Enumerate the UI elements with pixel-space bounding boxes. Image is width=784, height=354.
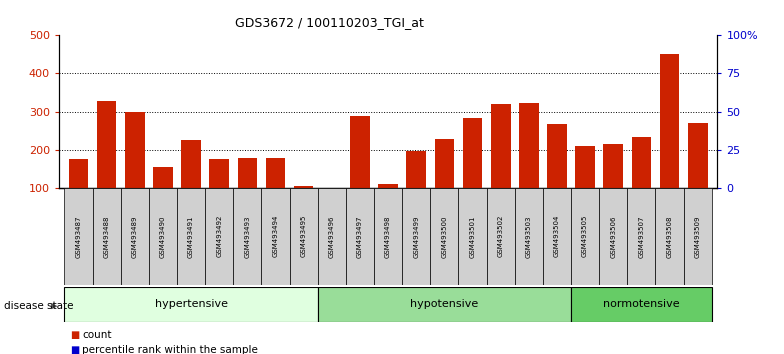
Text: GSM493506: GSM493506	[610, 215, 616, 258]
Bar	[181, 140, 201, 188]
Text: GSM493490: GSM493490	[160, 215, 166, 258]
FancyBboxPatch shape	[93, 188, 121, 285]
Bar	[238, 158, 257, 188]
FancyBboxPatch shape	[289, 188, 318, 285]
Bar	[434, 139, 454, 188]
FancyBboxPatch shape	[684, 188, 712, 285]
Text: GSM493501: GSM493501	[470, 215, 476, 258]
FancyBboxPatch shape	[599, 188, 627, 285]
Bar	[209, 159, 229, 188]
FancyBboxPatch shape	[234, 188, 261, 285]
Text: disease state: disease state	[4, 301, 74, 311]
FancyBboxPatch shape	[571, 188, 599, 285]
Text: GSM493497: GSM493497	[357, 215, 363, 258]
FancyBboxPatch shape	[487, 188, 515, 285]
Text: normotensive: normotensive	[603, 299, 680, 309]
FancyBboxPatch shape	[318, 287, 571, 322]
Bar	[125, 112, 144, 188]
Text: GDS3672 / 100110203_TGI_at: GDS3672 / 100110203_TGI_at	[235, 16, 424, 29]
Bar	[659, 55, 680, 188]
FancyBboxPatch shape	[205, 188, 234, 285]
Bar	[378, 184, 398, 188]
Text: GSM493503: GSM493503	[526, 215, 532, 258]
Text: GSM493488: GSM493488	[103, 215, 110, 258]
Text: GSM493489: GSM493489	[132, 215, 138, 258]
Bar	[294, 186, 314, 188]
Bar	[632, 137, 652, 188]
Bar	[575, 146, 595, 188]
FancyBboxPatch shape	[177, 188, 205, 285]
FancyBboxPatch shape	[261, 188, 289, 285]
FancyBboxPatch shape	[627, 188, 655, 285]
Text: GSM493494: GSM493494	[273, 215, 278, 257]
FancyBboxPatch shape	[318, 188, 346, 285]
Text: GSM493499: GSM493499	[413, 215, 419, 258]
Text: GSM493507: GSM493507	[638, 215, 644, 258]
Bar	[519, 103, 539, 188]
Bar	[463, 118, 482, 188]
Bar	[350, 116, 370, 188]
FancyBboxPatch shape	[543, 188, 571, 285]
FancyBboxPatch shape	[149, 188, 177, 285]
Text: GSM493492: GSM493492	[216, 215, 222, 257]
Text: GSM493496: GSM493496	[328, 215, 335, 258]
FancyBboxPatch shape	[430, 188, 459, 285]
FancyBboxPatch shape	[655, 188, 684, 285]
Bar	[406, 152, 426, 188]
Text: GSM493493: GSM493493	[245, 215, 250, 258]
FancyBboxPatch shape	[64, 287, 318, 322]
Bar	[604, 144, 623, 188]
Text: GSM493508: GSM493508	[666, 215, 673, 258]
FancyBboxPatch shape	[121, 188, 149, 285]
Text: GSM493504: GSM493504	[554, 215, 560, 257]
Text: GSM493491: GSM493491	[188, 215, 194, 258]
FancyBboxPatch shape	[374, 188, 402, 285]
Text: count: count	[82, 330, 112, 340]
Text: GSM493495: GSM493495	[300, 215, 307, 257]
Text: GSM493505: GSM493505	[582, 215, 588, 257]
FancyBboxPatch shape	[346, 188, 374, 285]
Bar	[547, 124, 567, 188]
Text: GSM493500: GSM493500	[441, 215, 448, 258]
Bar	[96, 101, 117, 188]
Text: hypotensive: hypotensive	[410, 299, 478, 309]
Bar	[491, 104, 510, 188]
Bar	[688, 123, 707, 188]
FancyBboxPatch shape	[515, 188, 543, 285]
FancyBboxPatch shape	[402, 188, 430, 285]
Text: ■: ■	[71, 346, 80, 354]
Text: hypertensive: hypertensive	[154, 299, 227, 309]
FancyBboxPatch shape	[64, 188, 93, 285]
FancyBboxPatch shape	[459, 188, 487, 285]
Text: GSM493502: GSM493502	[498, 215, 503, 257]
Text: ■: ■	[71, 330, 80, 340]
Text: GSM493487: GSM493487	[75, 215, 82, 258]
FancyBboxPatch shape	[571, 287, 712, 322]
Text: percentile rank within the sample: percentile rank within the sample	[82, 346, 258, 354]
Bar	[266, 158, 285, 188]
Bar	[153, 167, 172, 188]
Bar	[69, 159, 89, 188]
Text: GSM493498: GSM493498	[385, 215, 391, 258]
Text: GSM493509: GSM493509	[695, 215, 701, 258]
